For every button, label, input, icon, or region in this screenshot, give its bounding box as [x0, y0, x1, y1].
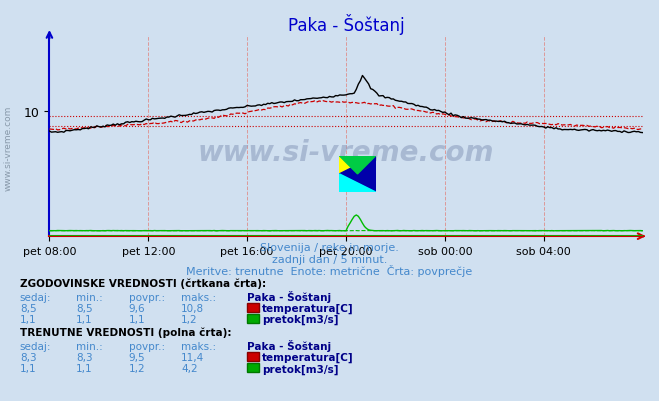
Text: sedaj:: sedaj:: [20, 341, 51, 351]
Text: 1,1: 1,1: [76, 314, 92, 324]
Text: 8,3: 8,3: [76, 352, 92, 362]
Text: 9,5: 9,5: [129, 352, 145, 362]
Text: zadnji dan / 5 minut.: zadnji dan / 5 minut.: [272, 255, 387, 265]
Text: 11,4: 11,4: [181, 352, 204, 362]
Text: 8,5: 8,5: [20, 303, 36, 313]
Text: pretok[m3/s]: pretok[m3/s]: [262, 363, 339, 374]
Text: temperatura[C]: temperatura[C]: [262, 352, 354, 363]
Polygon shape: [339, 174, 376, 192]
Text: 8,3: 8,3: [20, 352, 36, 362]
Text: www.si-vreme.com: www.si-vreme.com: [198, 138, 494, 166]
Text: 9,6: 9,6: [129, 303, 145, 313]
Text: povpr.:: povpr.:: [129, 341, 165, 351]
Text: min.:: min.:: [76, 341, 103, 351]
Text: povpr.:: povpr.:: [129, 292, 165, 302]
Polygon shape: [339, 156, 376, 174]
Text: 1,1: 1,1: [129, 314, 145, 324]
Text: ZGODOVINSKE VREDNOSTI (črtkana črta):: ZGODOVINSKE VREDNOSTI (črtkana črta):: [20, 278, 266, 289]
Text: maks.:: maks.:: [181, 292, 216, 302]
Text: 4,2: 4,2: [181, 363, 198, 373]
Text: Paka - Šoštanj: Paka - Šoštanj: [247, 339, 331, 351]
Text: 1,2: 1,2: [129, 363, 145, 373]
Text: www.si-vreme.com: www.si-vreme.com: [3, 106, 13, 191]
Text: 1,1: 1,1: [76, 363, 92, 373]
Text: 1,1: 1,1: [20, 314, 36, 324]
Text: 10,8: 10,8: [181, 303, 204, 313]
Text: 8,5: 8,5: [76, 303, 92, 313]
Title: Paka - Šoštanj: Paka - Šoštanj: [288, 14, 404, 34]
Polygon shape: [339, 156, 376, 174]
Text: 1,1: 1,1: [20, 363, 36, 373]
Text: Slovenija / reke in morje.: Slovenija / reke in morje.: [260, 243, 399, 253]
Text: Meritve: trenutne  Enote: metrične  Črta: povprečje: Meritve: trenutne Enote: metrične Črta: …: [186, 265, 473, 277]
Text: temperatura[C]: temperatura[C]: [262, 303, 354, 314]
Polygon shape: [339, 156, 376, 192]
Text: maks.:: maks.:: [181, 341, 216, 351]
Text: sedaj:: sedaj:: [20, 292, 51, 302]
Text: 1,2: 1,2: [181, 314, 198, 324]
Text: min.:: min.:: [76, 292, 103, 302]
Text: TRENUTNE VREDNOSTI (polna črta):: TRENUTNE VREDNOSTI (polna črta):: [20, 327, 231, 338]
Text: pretok[m3/s]: pretok[m3/s]: [262, 314, 339, 325]
Text: Paka - Šoštanj: Paka - Šoštanj: [247, 290, 331, 302]
